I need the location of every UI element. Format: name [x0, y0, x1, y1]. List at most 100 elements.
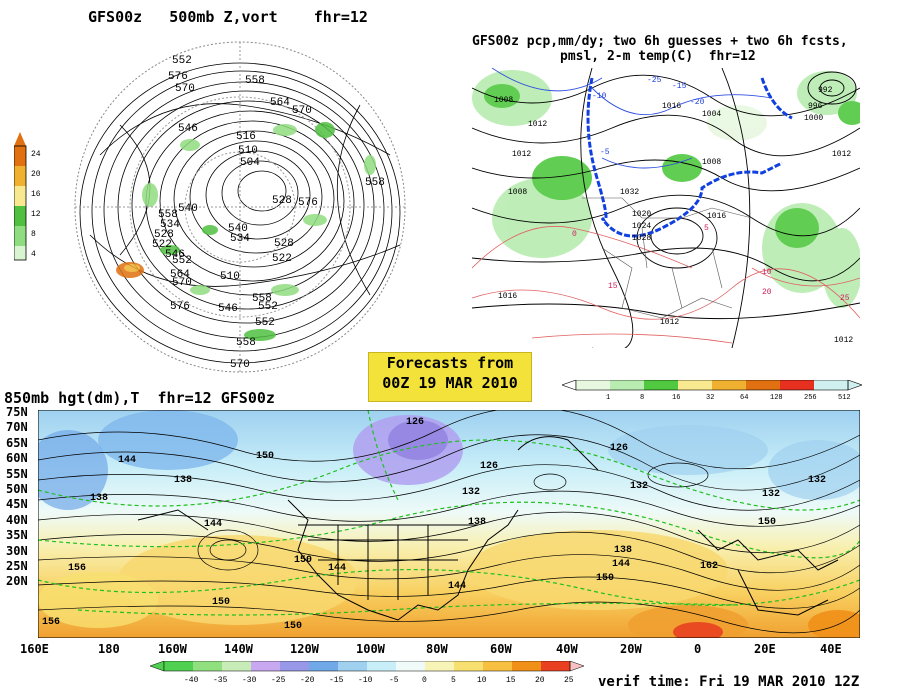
- contour-label: 552: [172, 255, 192, 267]
- pmsl-label: 1024: [632, 222, 651, 231]
- pmsl-label: 1028: [632, 234, 651, 243]
- height-label: 144: [204, 519, 222, 530]
- contour-label: 552: [255, 317, 275, 329]
- pmsl-label: 1008: [494, 96, 513, 105]
- colorbar-label: 4: [31, 250, 36, 259]
- contour-label: 558: [252, 293, 272, 305]
- lat-label: 40N: [6, 512, 28, 527]
- contour-label: 564: [170, 269, 190, 281]
- height-label: 150: [596, 573, 614, 584]
- colorbar-label: 25: [564, 676, 574, 685]
- forecast-banner: Forecasts from 00Z 19 MAR 2010: [368, 352, 532, 402]
- contour-label: 558: [365, 177, 385, 189]
- freezing-line: [586, 77, 783, 238]
- height-label: 150: [212, 597, 230, 608]
- contour-label: 570: [175, 83, 195, 95]
- contour-label: 546: [165, 249, 185, 261]
- colorbar-label: -30: [242, 676, 257, 685]
- lat-label: 75N: [6, 405, 28, 419]
- colorbar-arrow: [150, 661, 165, 672]
- temp-label: 20: [762, 288, 772, 297]
- lon-label: 60W: [490, 642, 512, 656]
- height-label: 150: [284, 621, 302, 632]
- contour-label: 528: [154, 229, 174, 241]
- colorbar-arrow: [562, 380, 577, 391]
- contour-label: 558: [245, 75, 265, 87]
- contour-label: 576: [170, 301, 190, 313]
- lon-label: 20E: [754, 642, 776, 656]
- temp-label: 15: [608, 282, 618, 291]
- height-label: 126: [610, 443, 628, 454]
- lat-label: 70N: [6, 420, 28, 435]
- contour-label: 552: [172, 55, 192, 67]
- colorbar-label: 5: [451, 676, 456, 685]
- contour-label: 558: [236, 337, 256, 349]
- colorbar-label: 1: [606, 394, 610, 402]
- colorbar-label: 128: [770, 394, 783, 402]
- pmsl-label: 992: [818, 86, 833, 95]
- contour-label: 564: [270, 97, 290, 109]
- lat-label: 45N: [6, 497, 28, 512]
- height-label: 126: [406, 417, 424, 428]
- height-label: 138: [468, 517, 486, 528]
- temp-label: 0: [572, 230, 577, 239]
- height-label: 156: [68, 563, 86, 574]
- colorbar-label: -10: [358, 676, 373, 685]
- lon-label: 40E: [820, 642, 842, 656]
- pmsl-label: 1012: [660, 318, 679, 327]
- colorbar-label: 512: [838, 394, 851, 402]
- contour-label: 504: [240, 157, 260, 169]
- temp-label: -20: [690, 98, 705, 107]
- colorbar-label: -5: [389, 676, 399, 685]
- height-label: 144: [448, 581, 466, 592]
- panel-850mb-title: 850mb hgt(dm),T fhr=12 GFS00z: [4, 389, 275, 407]
- contour-label: 576: [298, 197, 318, 209]
- pmsl-label: 1020: [632, 210, 651, 219]
- temp-label: -10: [592, 92, 607, 101]
- temp-label: 5: [704, 224, 709, 233]
- banner-line2: 00Z 19 MAR 2010: [382, 374, 518, 392]
- height-label: 132: [462, 487, 480, 498]
- contour-label: 510: [220, 271, 240, 283]
- contour-label: 522: [152, 239, 172, 251]
- height-label: 138: [90, 493, 108, 504]
- height-label: 162: [700, 561, 718, 572]
- pmsl-label: 1016: [498, 292, 517, 301]
- colorbar-label: 8: [31, 230, 36, 239]
- contour-label: 534: [230, 233, 250, 245]
- height-label: 150: [758, 517, 776, 528]
- height-label: 150: [294, 555, 312, 566]
- lon-label: 20W: [620, 642, 642, 656]
- lon-label: 140W: [224, 642, 253, 656]
- colorbar-label: 32: [706, 394, 714, 402]
- vorticity-colorbar: 24 20 16 12 8 4: [14, 132, 41, 261]
- height-label: 144: [118, 455, 136, 466]
- lon-label: 0: [694, 642, 702, 656]
- colorbar-label: 12: [31, 210, 41, 219]
- pmsl-label: 1008: [702, 158, 721, 167]
- temp-label: -25: [647, 76, 662, 85]
- contour-label: 558: [158, 209, 178, 221]
- contour-label: 540: [228, 223, 248, 235]
- lon-label: 100W: [356, 642, 385, 656]
- lat-label: 30N: [6, 543, 28, 558]
- height-label: 138: [614, 545, 632, 556]
- colorbar-label: 10: [477, 676, 487, 685]
- pmsl-label: 1008: [508, 188, 527, 197]
- lat-label: 55N: [6, 466, 28, 481]
- lon-label: 160E: [20, 642, 49, 656]
- pmsl-label: 1000: [804, 114, 823, 123]
- panel-500mb-title: GFS00z 500mb Z,vort fhr=12: [88, 8, 368, 26]
- contour-label: 552: [258, 301, 278, 313]
- colorbar-label: 24: [31, 150, 41, 159]
- polar-500mb-map: 552 576 570 558 564 570 546 558 516 510 …: [74, 41, 406, 373]
- temp-label: 10: [762, 268, 772, 277]
- colorbar-label: -35: [213, 676, 228, 685]
- lat-axis: 75N 70N 65N 60N 55N 50N 45N 40N 35N 30N …: [6, 405, 28, 590]
- colorbar-label: 15: [506, 676, 516, 685]
- verif-time: verif time: Fri 19 MAR 2010 12Z: [598, 674, 860, 690]
- lon-label: 160W: [158, 642, 187, 656]
- height-label: 150: [256, 451, 274, 462]
- colorbar-label: -25: [271, 676, 286, 685]
- contour-label: 528: [274, 238, 294, 250]
